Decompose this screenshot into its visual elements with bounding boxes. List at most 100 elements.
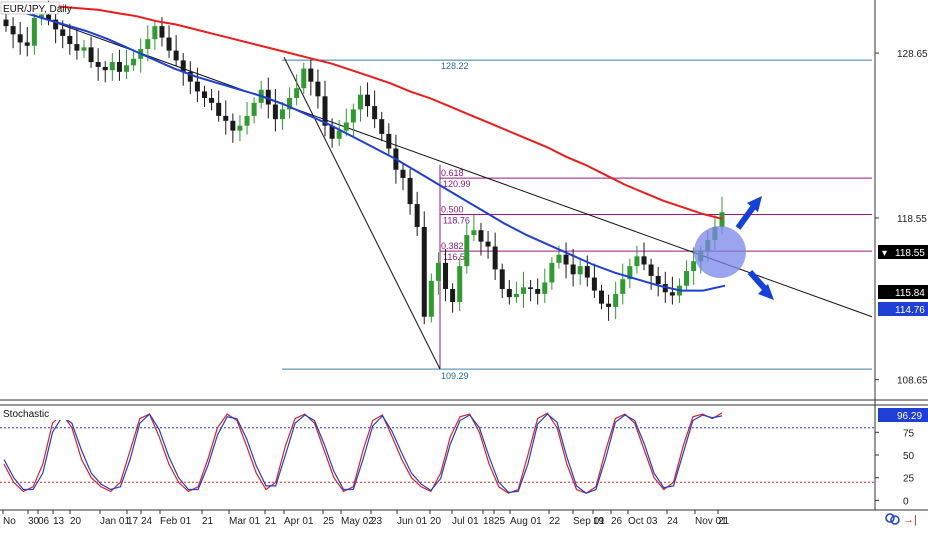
svg-text:→|: →| xyxy=(903,514,917,526)
candle xyxy=(24,26,30,57)
fib-ratio-label: 0.618 xyxy=(441,168,464,178)
stoch-tick-label: 0 xyxy=(903,496,909,507)
candle-body xyxy=(662,284,668,293)
candle-body xyxy=(428,280,434,317)
candle xyxy=(457,257,463,312)
candle xyxy=(279,102,285,130)
candle xyxy=(329,118,335,148)
fib-ratio-label: 0.500 xyxy=(441,205,464,215)
candle-body xyxy=(95,62,101,67)
candle xyxy=(343,108,349,137)
candle-body xyxy=(31,17,37,46)
candle xyxy=(350,103,356,137)
candle-body xyxy=(67,35,73,45)
candle xyxy=(591,263,597,298)
candle xyxy=(223,100,229,135)
candle xyxy=(102,61,108,83)
candle xyxy=(464,222,470,274)
candle xyxy=(322,80,328,137)
candle xyxy=(81,40,87,58)
candle xyxy=(549,257,555,290)
x-tick-label: 21 xyxy=(718,516,730,527)
x-tick-label: Jun 01 xyxy=(397,516,427,527)
candle xyxy=(308,59,314,96)
candle-body xyxy=(272,104,278,120)
candle xyxy=(166,25,172,58)
x-tick-label: Feb 01 xyxy=(160,516,192,527)
candle-body xyxy=(251,102,257,116)
candle xyxy=(194,67,200,103)
stoch-d-line xyxy=(3,413,723,494)
candle xyxy=(209,88,215,111)
candle xyxy=(691,247,697,285)
x-tick-label: 25 xyxy=(494,516,506,527)
candle-body xyxy=(691,261,697,272)
candle xyxy=(535,278,541,305)
candle xyxy=(450,283,456,313)
candle-body xyxy=(336,130,342,139)
candle-body xyxy=(201,91,207,98)
candle-body xyxy=(669,292,675,296)
candle xyxy=(53,13,59,44)
symbol-label-box xyxy=(0,1,60,15)
x-tick-label: 30 xyxy=(28,516,40,527)
ma-blue-badge-value: 114.76 xyxy=(895,305,925,316)
x-tick-label: 25 xyxy=(323,516,335,527)
candle-body xyxy=(521,287,527,294)
x-tick-label: 17 xyxy=(127,516,139,527)
x-tick-label: Apr 01 xyxy=(284,516,314,527)
x-tick-label: 23 xyxy=(371,516,383,527)
candle xyxy=(357,85,363,122)
candle-body xyxy=(10,26,16,35)
candle-body xyxy=(598,290,604,304)
candle xyxy=(230,113,236,143)
horizontal-level-label: 128.22 xyxy=(441,61,469,71)
candle-body xyxy=(386,133,392,149)
candle-body xyxy=(46,14,52,20)
candle xyxy=(563,242,569,279)
candle-body xyxy=(209,97,215,103)
candle xyxy=(584,255,590,287)
y-tick-label: 108.65 xyxy=(897,376,928,387)
candle-body xyxy=(357,94,363,110)
candle xyxy=(655,266,661,297)
candle-body xyxy=(421,226,427,317)
candle-body xyxy=(102,66,108,71)
candle xyxy=(336,120,342,147)
candle-body xyxy=(400,169,406,178)
y-tick-label: 128.65 xyxy=(897,49,928,60)
highlight-circle xyxy=(694,226,746,278)
candle xyxy=(294,74,300,106)
ma-blue-line xyxy=(19,10,726,292)
candle xyxy=(443,248,449,302)
fib-price-label: 118.76 xyxy=(443,216,470,226)
stochastic-plot[interactable] xyxy=(0,412,875,494)
candle xyxy=(287,87,293,119)
candle-body xyxy=(279,109,285,120)
candle-body xyxy=(591,277,597,291)
sync-icon[interactable] xyxy=(885,513,900,525)
down-arrow-icon xyxy=(747,270,774,300)
candle-body xyxy=(294,88,300,98)
candle xyxy=(598,284,604,310)
candle-body xyxy=(265,89,271,105)
candle xyxy=(251,97,257,124)
candle xyxy=(244,102,250,135)
ma-red-badge-value: 115.84 xyxy=(895,288,925,299)
stochastic-title: Stochastic xyxy=(3,409,49,420)
x-tick-label: May 02 xyxy=(341,516,374,527)
candle-body xyxy=(187,71,193,82)
candle xyxy=(31,10,37,55)
scroll-end-icon[interactable]: →| xyxy=(903,514,917,526)
candle-body xyxy=(124,65,130,72)
candle-body xyxy=(81,47,87,51)
candle-body xyxy=(648,264,654,276)
candle xyxy=(528,280,534,302)
candle-body xyxy=(478,230,484,242)
candle xyxy=(513,281,519,303)
candle-body xyxy=(492,246,498,270)
stoch-tick-label: 75 xyxy=(903,428,915,439)
candle xyxy=(386,123,392,155)
